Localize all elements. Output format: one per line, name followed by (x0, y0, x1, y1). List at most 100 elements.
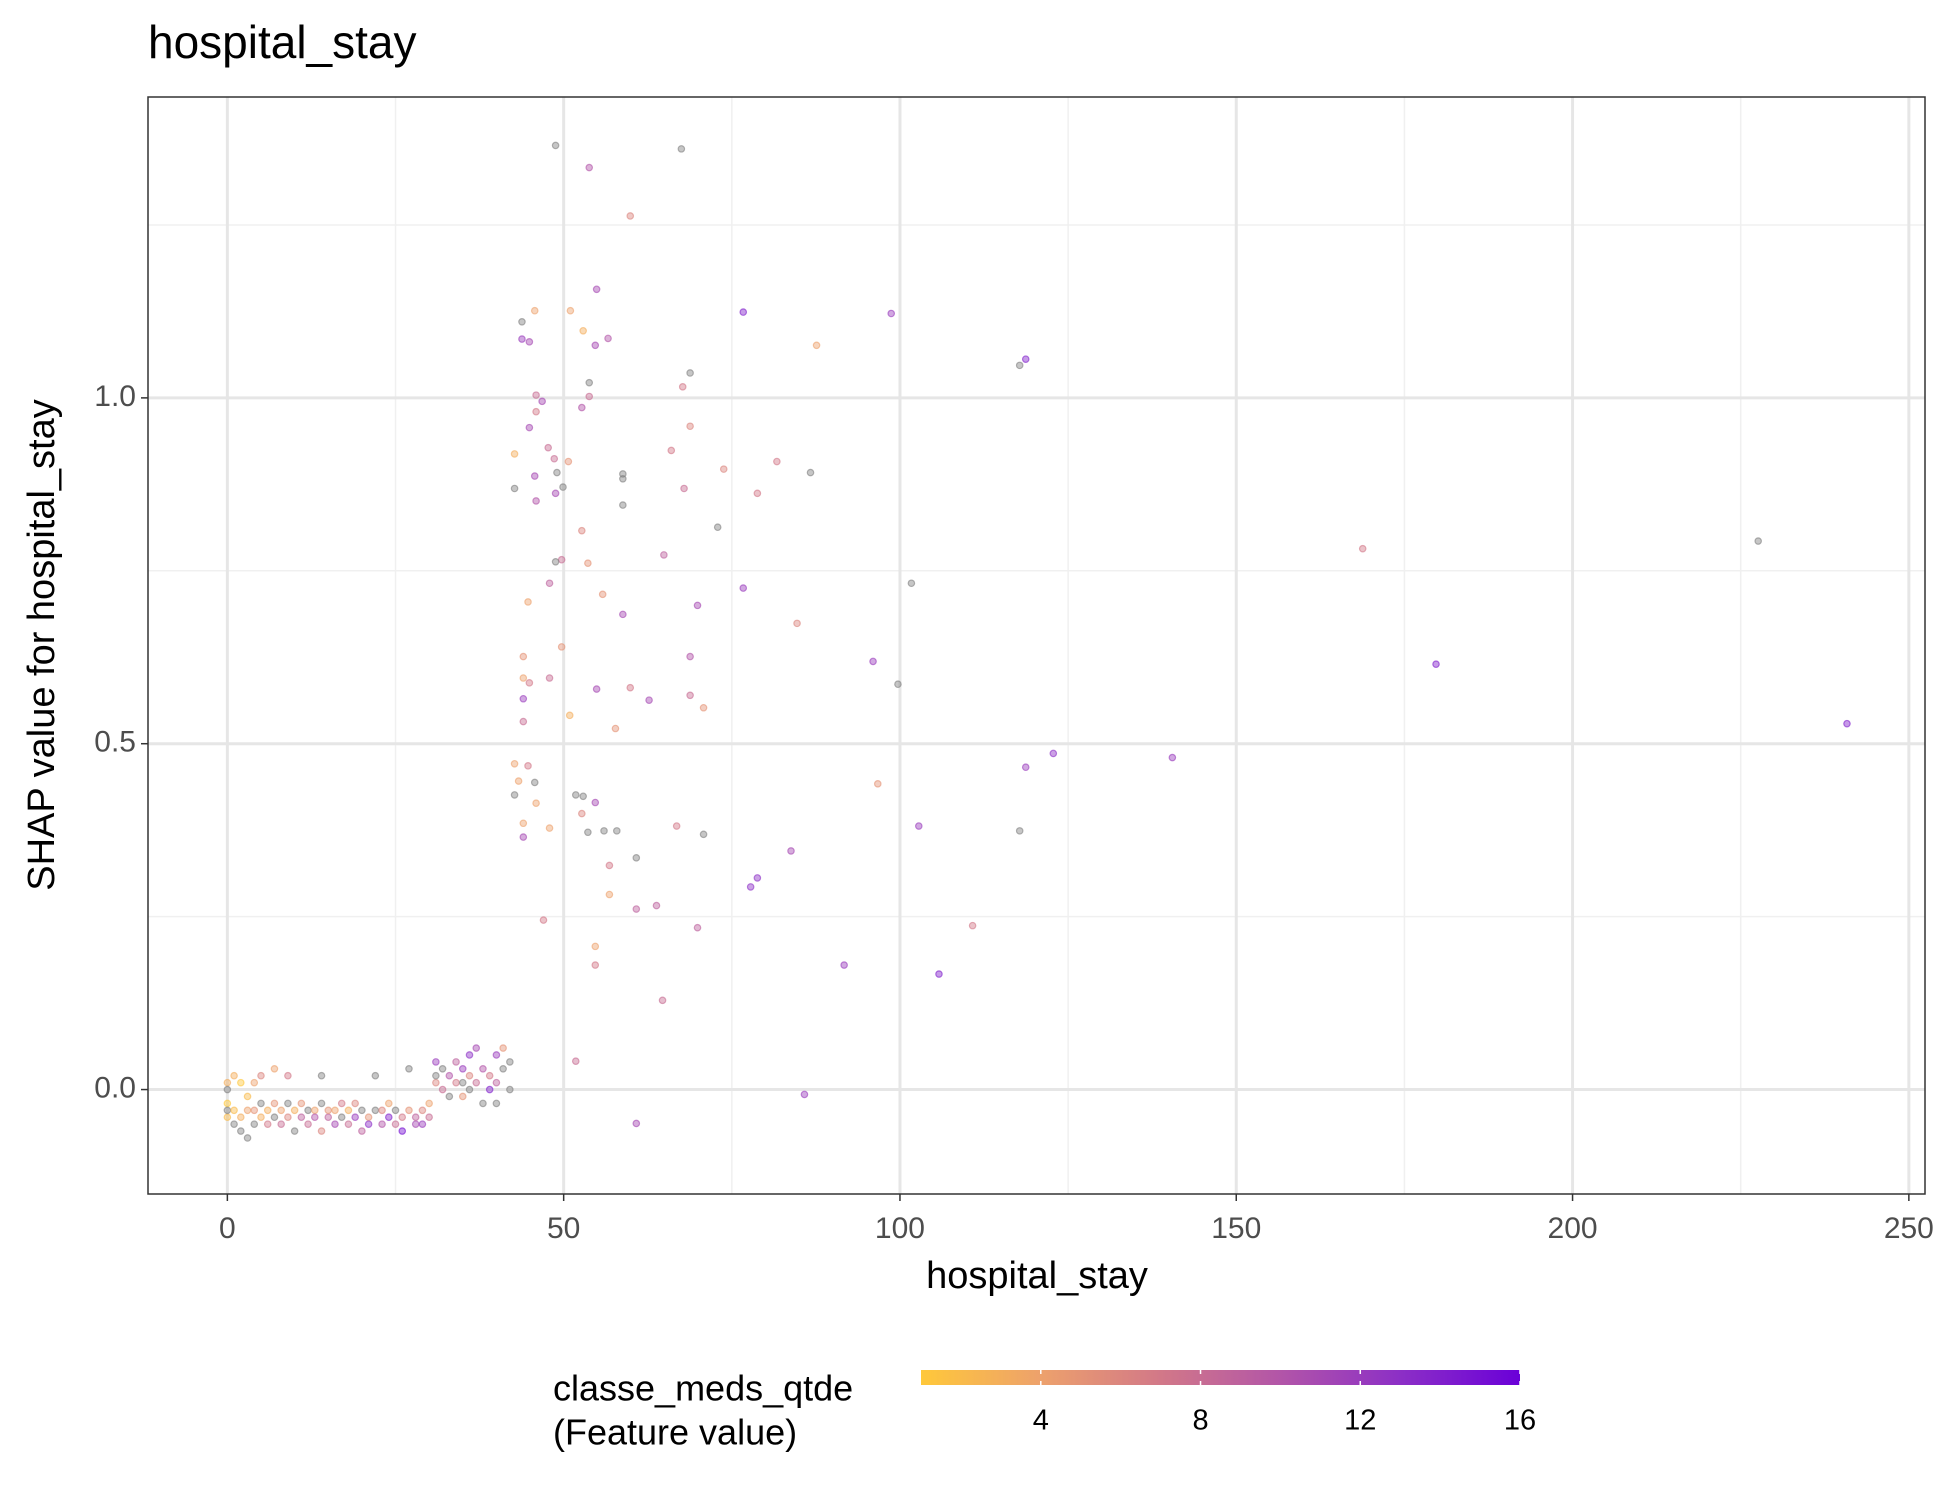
point (1843, 719, 1851, 728)
point (425, 1099, 433, 1108)
point (686, 369, 694, 377)
point (1015, 361, 1024, 370)
point (532, 391, 540, 399)
colorbar (921, 1370, 1520, 1385)
point (411, 1113, 420, 1122)
point (358, 1127, 366, 1135)
point (432, 1078, 440, 1087)
point (1754, 537, 1762, 545)
point (518, 317, 526, 326)
point (584, 828, 592, 837)
point (250, 1078, 259, 1087)
point (1168, 753, 1177, 762)
point (672, 822, 681, 830)
point (514, 777, 523, 785)
point (519, 674, 528, 682)
point (270, 1113, 279, 1122)
point (544, 443, 552, 452)
point (438, 1065, 447, 1073)
point (806, 468, 815, 477)
point (746, 883, 755, 891)
point (632, 905, 641, 913)
point (506, 1058, 514, 1066)
point (545, 579, 554, 588)
point (250, 1106, 259, 1115)
point (337, 1113, 346, 1122)
point (452, 1078, 460, 1087)
point (660, 551, 668, 559)
point (492, 1051, 501, 1059)
legend-title: classe_meds_qtde (553, 1368, 853, 1409)
point (571, 1057, 580, 1065)
point (532, 799, 540, 808)
y-tick-label: 0.5 (94, 726, 136, 759)
point (518, 335, 526, 343)
point (485, 1071, 494, 1080)
point (591, 341, 600, 350)
point (579, 792, 587, 801)
point (458, 1078, 467, 1087)
point (405, 1106, 413, 1115)
point (800, 1090, 809, 1099)
point (894, 680, 902, 689)
point (492, 1078, 501, 1087)
point (968, 921, 977, 930)
point (545, 824, 554, 832)
point (378, 1120, 386, 1128)
point (519, 833, 528, 841)
point (578, 526, 586, 535)
point (869, 657, 877, 666)
point (458, 1065, 467, 1073)
point (384, 1099, 393, 1108)
point (551, 558, 560, 566)
point (384, 1113, 393, 1122)
point (324, 1106, 333, 1115)
point (331, 1106, 339, 1115)
point (479, 1099, 487, 1108)
point (405, 1065, 413, 1073)
point (378, 1106, 386, 1115)
point (230, 1120, 238, 1128)
point (284, 1113, 292, 1122)
point (935, 970, 943, 978)
point (398, 1127, 407, 1135)
point (753, 874, 762, 882)
point (545, 674, 554, 682)
point (686, 691, 694, 700)
point (626, 212, 635, 220)
point (257, 1071, 265, 1080)
point (566, 306, 575, 315)
point (317, 1127, 326, 1135)
point (652, 901, 661, 910)
point (739, 308, 748, 316)
point (510, 791, 519, 799)
point (551, 489, 560, 498)
x-axis-title: hospital_stay (926, 1255, 1148, 1297)
point (284, 1099, 292, 1108)
point (263, 1120, 272, 1128)
point (550, 454, 559, 463)
point (411, 1120, 420, 1128)
point (524, 762, 532, 770)
point (432, 1058, 440, 1066)
point (686, 422, 694, 431)
point (223, 1085, 232, 1094)
point (591, 942, 600, 951)
point (465, 1051, 474, 1059)
point (787, 847, 795, 855)
point (538, 397, 546, 406)
point (677, 145, 686, 153)
point (297, 1099, 306, 1108)
point (1021, 763, 1030, 772)
point (632, 854, 641, 862)
point (632, 1119, 641, 1128)
point (263, 1106, 272, 1115)
point (719, 465, 728, 473)
point (304, 1106, 312, 1115)
point (739, 584, 748, 592)
point (344, 1106, 353, 1115)
point (553, 468, 561, 477)
point (773, 457, 781, 466)
x-tick-label: 0 (219, 1212, 236, 1245)
